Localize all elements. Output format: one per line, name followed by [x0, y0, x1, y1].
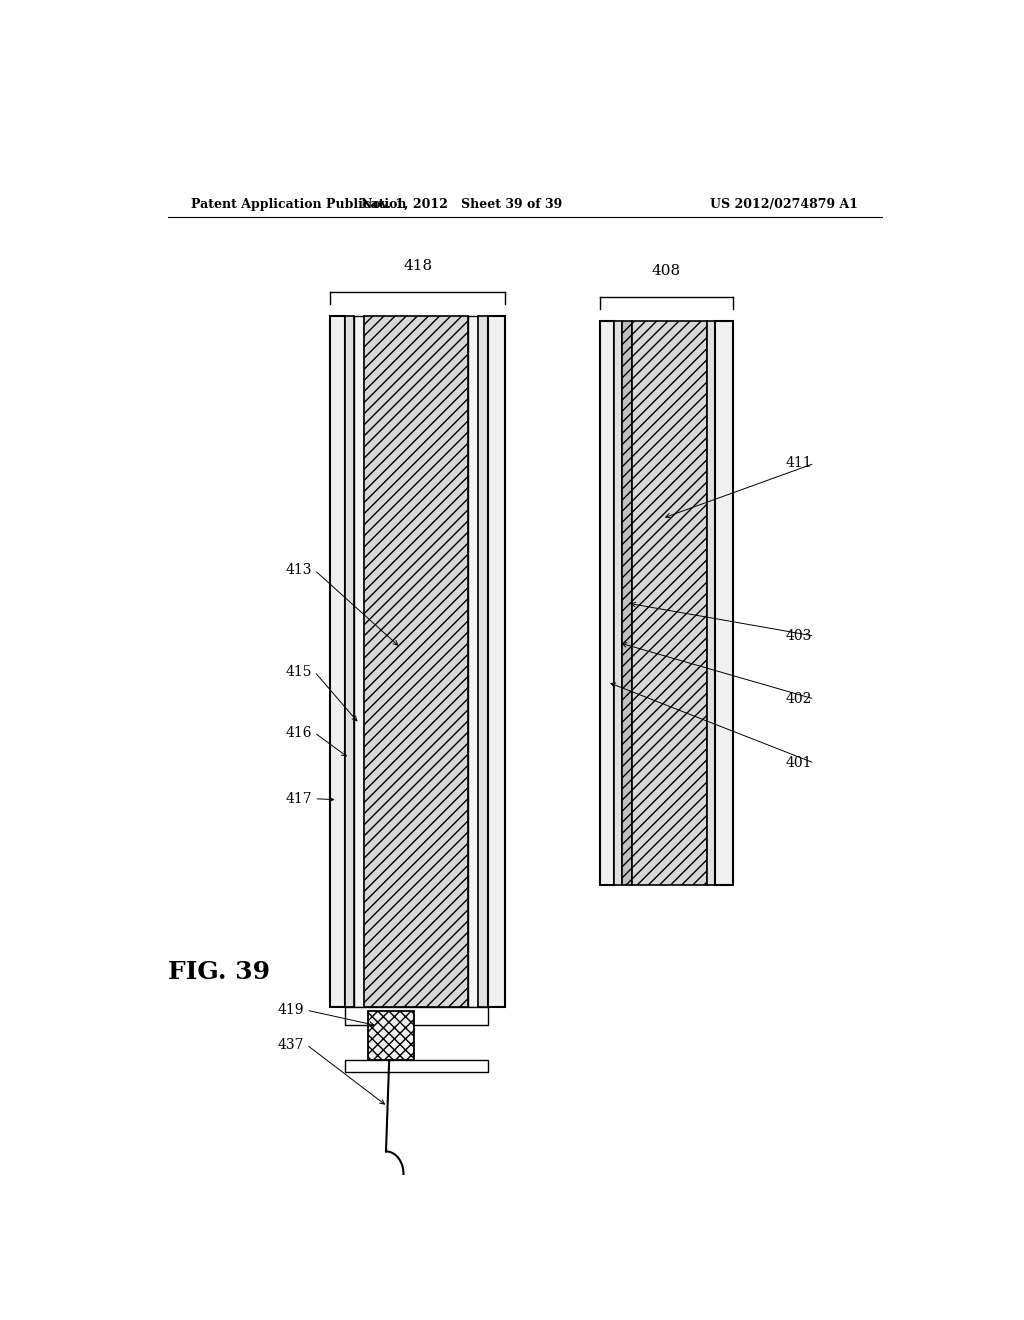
Bar — [345, 1007, 487, 1026]
Text: 437: 437 — [278, 1038, 304, 1052]
Bar — [331, 315, 345, 1007]
Text: Patent Application Publication: Patent Application Publication — [191, 198, 407, 211]
Bar — [365, 315, 468, 1007]
Bar — [345, 315, 354, 1007]
Text: 417: 417 — [286, 792, 312, 805]
Bar — [487, 315, 505, 1007]
Text: 401: 401 — [785, 756, 812, 770]
Text: US 2012/0274879 A1: US 2012/0274879 A1 — [710, 198, 858, 211]
Text: 411: 411 — [785, 457, 812, 470]
Bar — [614, 321, 623, 886]
Bar — [715, 321, 733, 886]
Text: 419: 419 — [278, 1003, 304, 1018]
Bar — [345, 1060, 487, 1072]
Text: Nov. 1, 2012   Sheet 39 of 39: Nov. 1, 2012 Sheet 39 of 39 — [360, 198, 562, 211]
Bar — [354, 315, 365, 1007]
Text: 402: 402 — [785, 692, 812, 706]
Text: 403: 403 — [785, 630, 812, 643]
Bar — [600, 321, 614, 886]
Text: 416: 416 — [286, 726, 312, 739]
Bar — [632, 321, 708, 886]
Bar — [708, 321, 715, 886]
Text: 408: 408 — [652, 264, 681, 279]
Text: 418: 418 — [403, 259, 432, 273]
Text: 413: 413 — [286, 564, 312, 577]
Bar — [478, 315, 487, 1007]
Bar — [369, 1011, 415, 1060]
Text: FIG. 39: FIG. 39 — [168, 960, 270, 983]
Bar — [468, 315, 478, 1007]
Bar — [623, 321, 632, 886]
Text: 415: 415 — [286, 665, 312, 678]
